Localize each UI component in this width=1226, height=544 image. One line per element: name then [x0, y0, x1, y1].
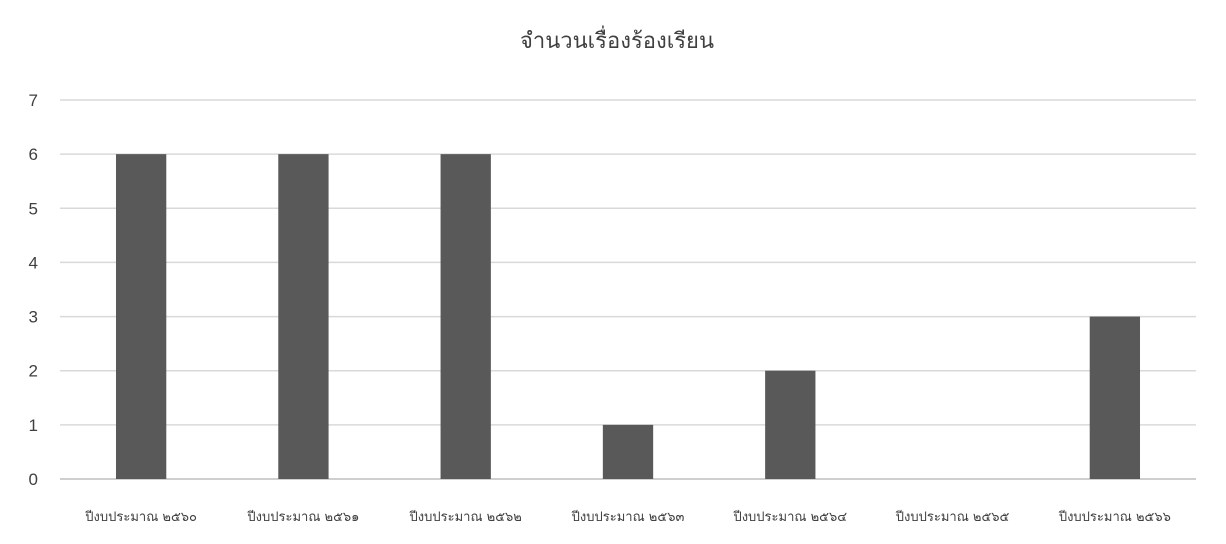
- x-category-label: ปีงบประมาณ ๒๕๖๐: [84, 509, 197, 525]
- y-tick-label: 0: [29, 470, 38, 489]
- y-tick-label: 3: [29, 308, 38, 327]
- y-axis-ticks: 0 1 2 3 4 5 6 7: [29, 91, 38, 489]
- x-category-label: ปีงบประมาณ ๒๕๖๓: [571, 509, 685, 525]
- x-category-label: ปีงบประมาณ ๒๕๖๔: [732, 509, 847, 525]
- y-tick-label: 1: [29, 416, 38, 435]
- bar: [441, 154, 491, 479]
- y-tick-label: 5: [29, 199, 38, 218]
- bar: [278, 154, 328, 479]
- chart-title: จำนวนเรื่องร้องเรียน: [520, 25, 714, 54]
- y-tick-label: 4: [29, 253, 38, 272]
- bar: [1090, 317, 1140, 479]
- y-tick-label: 7: [29, 91, 38, 110]
- x-category-label: ปีงบประมาณ ๒๕๖๕: [895, 509, 1010, 525]
- x-category-label: ปีงบประมาณ ๒๕๖๒: [409, 509, 522, 525]
- x-axis-labels: ปีงบประมาณ ๒๕๖๐ ปีงบประมาณ ๒๕๖๑ ปีงบประมาณ…: [84, 509, 1171, 525]
- x-category-label: ปีงบประมาณ ๒๕๖๖: [1058, 509, 1171, 525]
- bar: [603, 425, 653, 479]
- y-tick-label: 6: [29, 145, 38, 164]
- gridlines: [60, 100, 1196, 479]
- bar: [765, 371, 815, 479]
- bar: [116, 154, 166, 479]
- x-category-label: ปีงบประมาณ ๒๕๖๑: [246, 509, 359, 525]
- y-tick-label: 2: [29, 362, 38, 381]
